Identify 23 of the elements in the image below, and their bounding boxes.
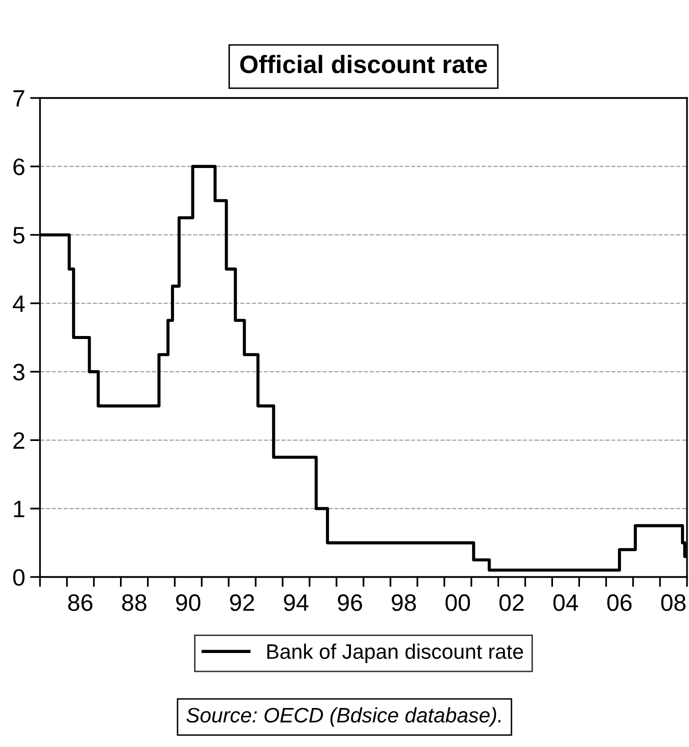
x-tick-label: 06 bbox=[607, 594, 632, 612]
y-tick-label: 5 bbox=[13, 227, 24, 244]
y-tick-label: 6 bbox=[13, 158, 24, 176]
y-tick-label: 1 bbox=[14, 500, 24, 518]
x-tick-label: 04 bbox=[553, 594, 578, 612]
x-tick-label: 94 bbox=[284, 594, 308, 612]
y-tick-label: 7 bbox=[13, 90, 24, 107]
x-tick-label: 90 bbox=[176, 594, 200, 612]
y-tick-label: 2 bbox=[13, 432, 24, 449]
y-tick-label: 3 bbox=[13, 364, 24, 380]
y-tick-label: 0 bbox=[13, 569, 24, 586]
x-tick-label: 02 bbox=[499, 594, 524, 612]
x-tick-label: 00 bbox=[446, 594, 470, 612]
x-tick-label: 98 bbox=[392, 594, 416, 612]
chart-title: Official discount rate bbox=[240, 54, 487, 74]
x-tick-label: 08 bbox=[661, 594, 686, 612]
legend-label: Bank of Japan discount rate bbox=[267, 644, 523, 664]
x-tick-label: 96 bbox=[338, 594, 362, 612]
x-tick-label: 86 bbox=[68, 594, 92, 612]
source-note: Source: OECD (Bdsice database). bbox=[186, 707, 501, 727]
x-tick-label: 88 bbox=[122, 594, 146, 612]
y-tick-label: 4 bbox=[12, 296, 25, 312]
x-tick-label: 92 bbox=[230, 594, 254, 612]
